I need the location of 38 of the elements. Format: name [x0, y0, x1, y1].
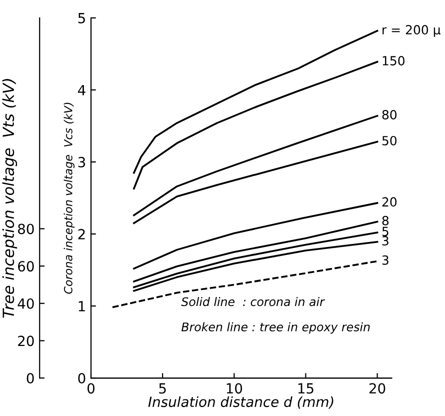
x-tick-label: 5 [159, 383, 166, 394]
series-label: 5 [382, 226, 388, 236]
y-tick-label: 0 [78, 372, 86, 384]
series-label: 3 [382, 255, 388, 265]
y-tick-label: 2 [78, 228, 85, 240]
y-tick-label: 5 [78, 13, 85, 24]
series-label: 8 [382, 216, 389, 226]
line-series [133, 30, 378, 174]
y2-tick-label: 80 [18, 224, 34, 234]
y2-axis-title: Tree inception voltage Vts (kV) [2, 79, 18, 318]
line-series [133, 60, 378, 190]
annotation: Broken line : tree in epoxy resin [182, 322, 370, 334]
y-tick-label: 4 [78, 85, 86, 96]
line-series [133, 202, 378, 270]
line-series [112, 260, 378, 308]
x-tick-label: 15 [298, 383, 314, 394]
x-tick-label: 20 [369, 383, 386, 394]
y2-tick-label: 0 [26, 372, 34, 384]
y-tick-label: 3 [78, 156, 86, 168]
series-label: 80 [382, 110, 397, 120]
line-series [133, 140, 378, 224]
series-label: 3 [382, 236, 388, 246]
x-tick-label: 10 [226, 383, 242, 394]
line-series [133, 220, 378, 282]
line-series [133, 232, 378, 288]
annotation: Solid line : corona in air [181, 297, 325, 306]
x-axis-title: Insulation distance d (mm) [148, 396, 334, 409]
series-label: r = 200 μ [382, 25, 440, 37]
series-label: 20 [382, 197, 397, 207]
y2-tick-label: 60 [18, 261, 34, 272]
y2-tick-label: 40 [18, 298, 34, 309]
y2-tick-label: 20 [18, 336, 34, 346]
y-axis-title: Corona inception voltage Vcs (kV) [64, 102, 75, 294]
line-series [133, 114, 378, 216]
y-tick-label: 1 [78, 301, 85, 312]
series-label: 50 [382, 136, 397, 146]
series-label: 150 [382, 56, 404, 66]
x-tick-label: 0 [88, 383, 94, 394]
